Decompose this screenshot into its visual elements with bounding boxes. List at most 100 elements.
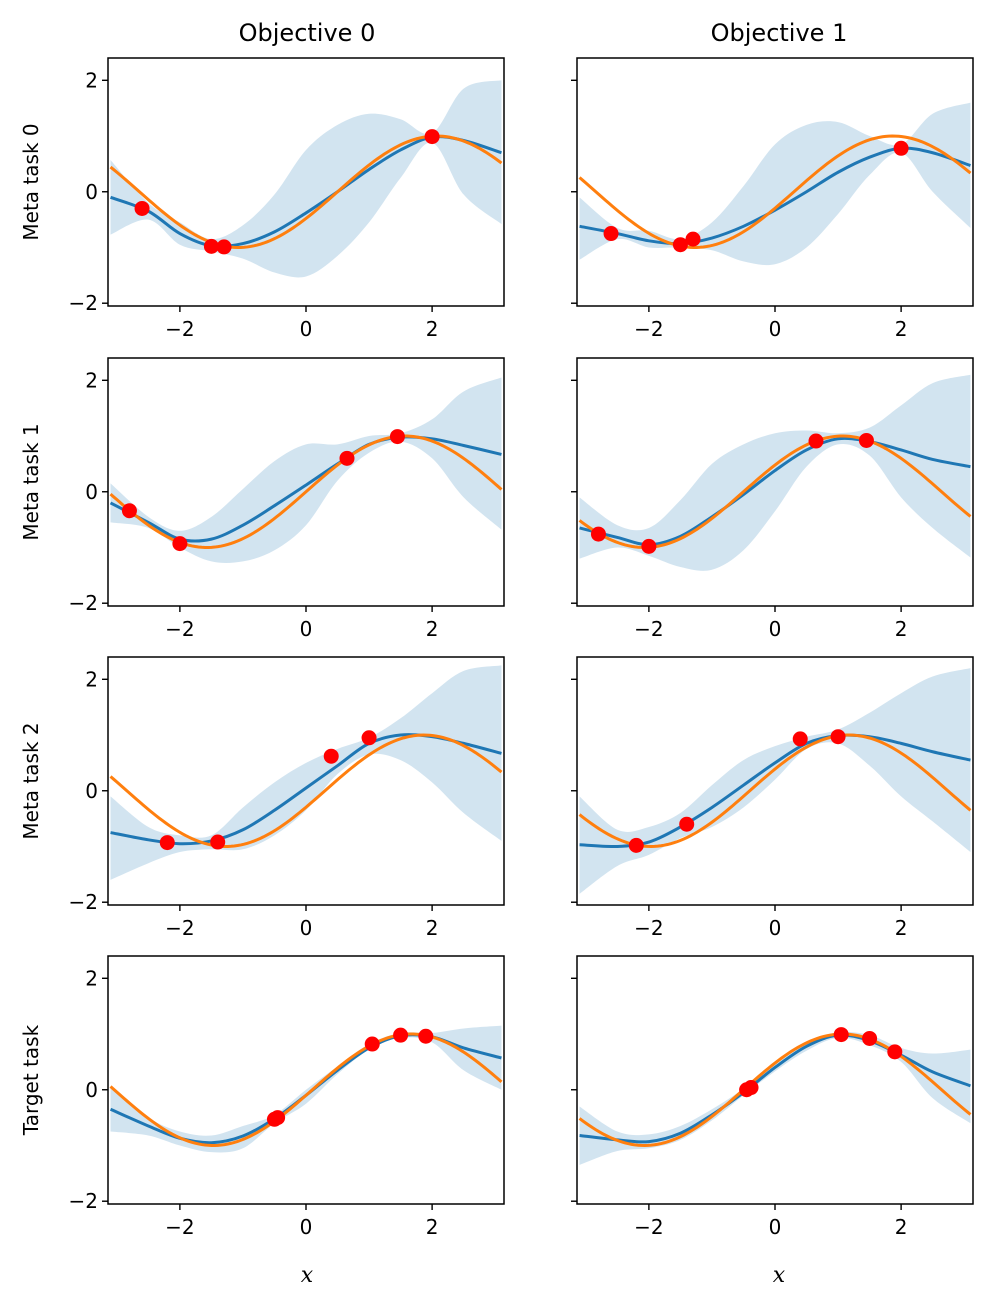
row-label-target-task: Target task [19,1024,43,1136]
x-tick-label-r3c1-2: 2 [895,1215,908,1239]
observation-point-r0c0-3 [424,129,440,145]
observation-point-r2c0-2 [323,748,339,764]
x-tick-label-r1c0-2: 2 [426,617,439,641]
y-tick-label-r1c0-2: 2 [85,368,98,392]
subplot-grid: −2 0 2 −2 0 2 −2 0 2 −2 0 2 −2 0 2 −2 0 2 −2 0 2 −2 0 2 −2 0 2 −2 0 2… [69,57,974,1239]
row-label-meta-task-2: Meta task 2 [19,722,43,839]
observation-point-r1c1-1 [641,538,657,554]
plot-area-r1c0 [109,377,503,563]
x-tick-label-r0c0-0: −2 [165,317,194,341]
x-tick-label-r1c0-0: −2 [165,617,194,641]
column-title-objective-0: Objective 0 [239,19,376,47]
observation-point-r0c0-2 [216,239,232,255]
observation-point-r1c0-0 [121,503,137,519]
x-tick-label-r3c1-0: −2 [634,1215,663,1239]
uncertainty-band-r3c1 [579,1031,971,1165]
uncertainty-band-r2c0 [110,665,502,880]
true-function-line-r2c0 [109,733,503,848]
observation-point-r0c1-2 [685,231,701,247]
observation-point-r0c1-1 [672,237,688,253]
observation-point-r3c1-1 [743,1080,759,1096]
observation-point-r2c1-2 [792,731,808,747]
x-tick-label-r0c0-2: 2 [426,317,439,341]
observation-point-r1c0-1 [172,536,188,552]
observation-point-r3c0-2 [364,1036,380,1052]
x-axis-label-objective-0: 𝑥 [301,1263,314,1288]
observation-point-r2c1-0 [628,837,644,853]
observation-point-r3c1-4 [887,1044,903,1060]
observation-point-r2c1-1 [679,816,695,832]
uncertainty-band-r0c1 [579,102,971,266]
y-tick-label-r0c0-0: −2 [69,291,98,315]
x-tick-label-r0c0-1: 0 [300,317,313,341]
x-tick-label-r1c1-2: 2 [895,617,908,641]
y-tick-label-r1c0-1: 0 [85,480,98,504]
subplot-r2c1: −2 0 2 [571,656,974,940]
observation-point-r2c0-3 [361,730,377,746]
plot-area-r1c1 [578,374,972,571]
plot-area-r3c1 [578,1027,972,1165]
x-tick-label-r1c1-1: 0 [769,617,782,641]
x-tick-label-r2c0-2: 2 [426,916,439,940]
uncertainty-band-r2c1 [579,668,971,894]
x-tick-label-r0c1-2: 2 [895,317,908,341]
subplot-r3c0: −2 0 2 −2 0 2 [69,955,505,1239]
observation-point-r3c1-2 [833,1027,849,1043]
y-tick-label-r1c0-0: −2 [69,591,98,615]
observation-point-r1c0-2 [339,450,355,466]
observation-point-r1c1-3 [858,432,874,448]
x-tick-label-r2c0-0: −2 [165,916,194,940]
true-function-line-r2c1 [578,733,972,848]
x-tick-label-r0c1-0: −2 [634,317,663,341]
true-function-line-r3c0 [109,1032,503,1147]
observation-point-r3c1-3 [862,1030,878,1046]
subplot-r1c0: −2 0 2 −2 0 2 [69,357,505,641]
plot-area-r2c0 [109,665,503,880]
observation-point-r3c0-3 [393,1027,409,1043]
plot-area-r0c0 [109,80,503,278]
observation-point-r0c0-0 [134,200,150,216]
subplot-r3c1: −2 0 2 [571,955,974,1239]
subplot-r2c0: −2 0 2 −2 0 2 [69,656,505,940]
x-tick-label-r0c1-1: 0 [769,317,782,341]
column-title-objective-1: Objective 1 [711,19,848,47]
uncertainty-band-r1c1 [579,374,971,571]
x-tick-label-r1c1-0: −2 [634,617,663,641]
plot-area-r3c0 [109,1025,503,1153]
row-label-meta-task-1: Meta task 1 [19,423,43,540]
y-tick-label-r2c0-0: −2 [69,890,98,914]
observation-point-r1c1-2 [808,433,824,449]
observation-point-r2c0-1 [210,834,226,850]
plot-area-r2c1 [578,668,972,894]
x-tick-label-r1c0-1: 0 [300,617,313,641]
y-tick-label-r2c0-1: 0 [85,779,98,803]
y-tick-label-r2c0-2: 2 [85,667,98,691]
subplot-r1c1: −2 0 2 [571,357,974,641]
x-tick-label-r3c0-2: 2 [426,1215,439,1239]
y-tick-label-r0c0-2: 2 [85,68,98,92]
row-label-meta-task-0: Meta task 0 [19,123,43,240]
uncertainty-band-r3c0 [110,1025,502,1153]
observation-point-r0c1-0 [603,226,619,242]
observation-point-r1c1-0 [590,526,606,542]
true-function-line-r0c1 [578,134,972,249]
y-tick-label-r3c0-0: −2 [69,1189,98,1213]
mean-line-r2c1 [579,733,971,849]
x-tick-label-r2c1-2: 2 [895,916,908,940]
observation-point-r2c0-0 [159,835,175,851]
x-tick-label-r2c1-1: 0 [769,916,782,940]
x-axis-label-objective-1: 𝑥 [773,1263,786,1288]
subplot-r0c0: −2 0 2 −2 0 2 [69,57,505,341]
subplot-r0c1: −2 0 2 [571,57,974,341]
x-tick-label-r3c1-1: 0 [769,1215,782,1239]
y-tick-label-r3c0-1: 0 [85,1078,98,1102]
observation-point-r3c0-1 [270,1110,286,1126]
observation-point-r0c0-1 [203,238,219,254]
y-tick-label-r3c0-2: 2 [85,966,98,990]
x-tick-label-r2c0-1: 0 [300,916,313,940]
x-tick-label-r2c1-0: −2 [634,916,663,940]
true-function-line-r3c1 [578,1032,972,1147]
plot-area-r0c1 [578,102,972,266]
